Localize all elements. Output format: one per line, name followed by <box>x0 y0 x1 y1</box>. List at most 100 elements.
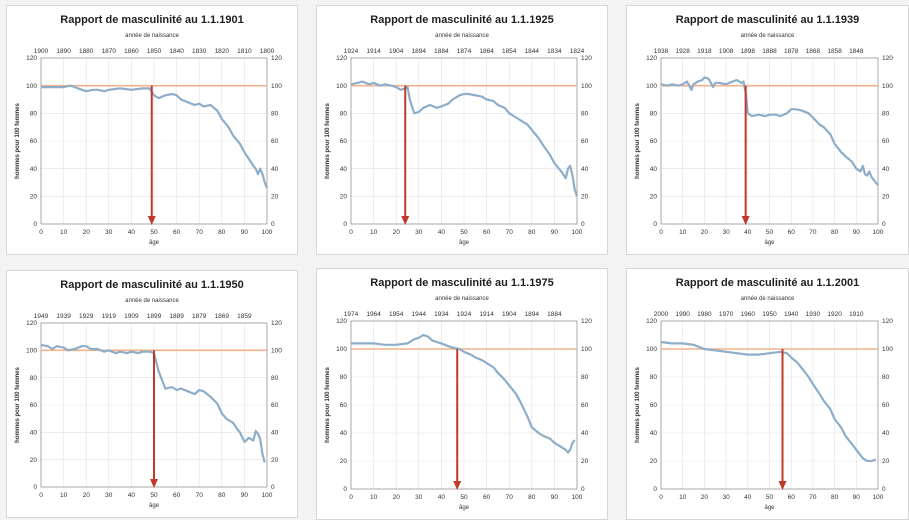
chart-svg: Rapport de masculinité au 1.1.2001 année … <box>635 277 893 511</box>
top-tick-label: 2000 <box>654 311 669 318</box>
top-tick-label: 1879 <box>192 313 207 320</box>
y-tick-label-right: 80 <box>882 374 890 381</box>
top-tick-label: 1918 <box>697 48 712 55</box>
plot-frame <box>350 320 578 490</box>
top-tick-label: 1960 <box>741 311 756 318</box>
y-tick-label-left: 0 <box>343 221 347 228</box>
y-tick-label-right: 40 <box>882 166 890 173</box>
x-tick-label: 70 <box>196 229 204 236</box>
x-tick-label: 80 <box>218 492 226 499</box>
x-tick-label: 10 <box>370 494 378 501</box>
top-tick-label: 1964 <box>366 311 381 318</box>
y-tick-label-left: 120 <box>26 320 37 327</box>
x-tick-label: 80 <box>528 494 536 501</box>
y-tick-label-left: 80 <box>340 374 348 381</box>
x-tick-label: 30 <box>722 229 730 236</box>
x-tick-label: 10 <box>60 492 68 499</box>
x-axis-label: âge <box>764 505 775 511</box>
y-tick-label-left: 0 <box>653 486 657 493</box>
y-tick-label-right: 60 <box>581 138 589 145</box>
y-tick-label-left: 60 <box>340 402 348 409</box>
chart-svg: Rapport de masculinité au 1.1.1975 année … <box>325 277 592 511</box>
y-tick-label-right: 0 <box>271 221 275 228</box>
y-tick-label-right: 20 <box>581 194 589 201</box>
arrow-head <box>150 479 158 488</box>
y-tick-label-left: 60 <box>650 402 658 409</box>
y-tick-label-right: 60 <box>581 402 589 409</box>
x-axis-label: âge <box>764 240 775 246</box>
y-tick-label-right: 100 <box>882 83 893 90</box>
chart-svg: Rapport de masculinité au 1.1.1950 année … <box>15 279 282 509</box>
y-tick-label-right: 80 <box>271 375 279 382</box>
top-tick-label: 1939 <box>56 313 71 320</box>
top-tick-label: 1904 <box>389 48 404 55</box>
y-tick-label-left: 80 <box>650 374 658 381</box>
top-tick-label: 1954 <box>389 311 404 318</box>
top-tick-label: 1920 <box>827 311 842 318</box>
chart-title: Rapport de masculinité au 1.1.1939 <box>676 14 859 26</box>
x-tick-label: 30 <box>105 492 113 499</box>
top-tick-label: 1938 <box>654 48 669 55</box>
x-tick-label: 40 <box>128 229 136 236</box>
y-tick-label-left: 60 <box>340 138 348 145</box>
x-tick-label: 20 <box>701 494 709 501</box>
y-tick-label-left: 20 <box>650 194 658 201</box>
chart-title: Rapport de masculinité au 1.1.1925 <box>370 14 553 26</box>
top-tick-label: 1924 <box>457 311 472 318</box>
chart-panel-1925: Rapport de masculinité au 1.1.1925 année … <box>316 5 608 255</box>
top-tick-label: 1944 <box>412 311 427 318</box>
y-axis-label: hommes pour 100 femmes <box>15 366 21 442</box>
x-tick-label: 80 <box>218 229 226 236</box>
x-tick-label: 0 <box>39 492 43 499</box>
y-tick-label-left: 120 <box>646 55 657 62</box>
x-tick-label: 30 <box>722 494 730 501</box>
y-axis-label: hommes pour 100 femmes <box>15 102 21 178</box>
y-tick-label-left: 60 <box>30 138 38 145</box>
y-tick-label-left: 20 <box>30 457 38 464</box>
top-tick-label: 1844 <box>525 48 540 55</box>
top-tick-label: 1830 <box>192 48 207 55</box>
x-tick-label: 70 <box>809 229 817 236</box>
y-axis-label: hommes pour 100 femmes <box>635 366 641 442</box>
y-tick-label-left: 0 <box>653 221 657 228</box>
top-tick-label: 1869 <box>215 313 230 320</box>
y-tick-label-left: 100 <box>646 346 657 353</box>
x-tick-label: 70 <box>809 494 817 501</box>
top-axis-label: année de naissance <box>435 33 489 39</box>
x-tick-label: 30 <box>415 494 423 501</box>
top-tick-label: 1864 <box>479 48 494 55</box>
top-tick-label: 1950 <box>762 311 777 318</box>
x-tick-label: 20 <box>393 494 401 501</box>
x-tick-label: 60 <box>788 229 796 236</box>
top-tick-label: 1874 <box>457 48 472 55</box>
y-tick-label-right: 120 <box>882 55 893 62</box>
top-tick-label: 1858 <box>827 48 842 55</box>
y-tick-label-right: 40 <box>271 430 279 437</box>
x-tick-label: 80 <box>528 229 536 236</box>
series-line <box>40 343 266 463</box>
y-tick-label-right: 100 <box>882 346 893 353</box>
x-tick-label: 10 <box>679 229 687 236</box>
x-tick-label: 20 <box>393 229 401 236</box>
x-tick-label: 40 <box>744 229 752 236</box>
y-tick-label-right: 120 <box>581 318 592 325</box>
y-tick-label-left: 20 <box>30 194 38 201</box>
top-tick-label: 1820 <box>215 48 230 55</box>
top-tick-label: 1919 <box>102 313 117 320</box>
y-tick-label-right: 120 <box>271 320 282 327</box>
x-tick-label: 40 <box>438 494 446 501</box>
top-tick-label: 1888 <box>762 48 777 55</box>
top-tick-label: 1949 <box>34 313 49 320</box>
x-tick-label: 40 <box>128 492 136 499</box>
chart-panel-1901: Rapport de masculinité au 1.1.1901 année … <box>6 5 298 255</box>
top-tick-label: 1810 <box>237 48 252 55</box>
top-tick-label: 1908 <box>719 48 734 55</box>
top-tick-label: 1899 <box>147 313 162 320</box>
x-tick-label: 90 <box>853 494 861 501</box>
plot-frame <box>40 57 268 225</box>
x-tick-label: 70 <box>506 229 514 236</box>
y-tick-label-right: 20 <box>271 194 279 201</box>
top-tick-label: 1880 <box>79 48 94 55</box>
top-tick-label: 1990 <box>675 311 690 318</box>
y-tick-label-right: 100 <box>581 83 592 90</box>
